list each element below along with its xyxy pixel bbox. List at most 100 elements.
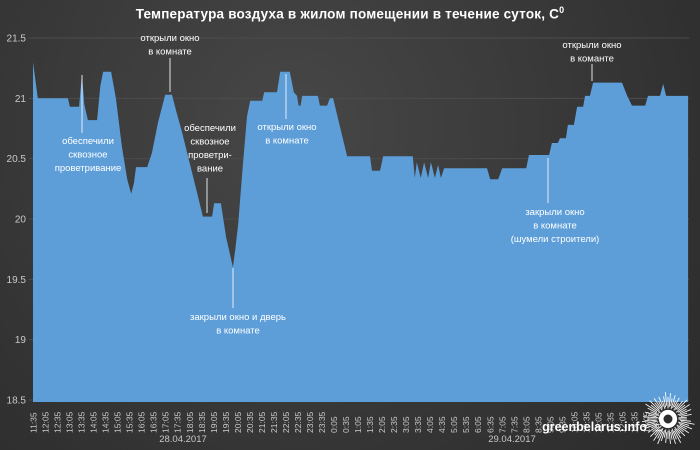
x-tick-label: 5:05 [449, 416, 459, 433]
x-tick-label: 13:35 [77, 411, 87, 433]
x-tick-label: 22:35 [293, 411, 303, 433]
x-tick-label: 17:05 [161, 411, 171, 433]
x-tick-label: 15:35 [125, 411, 135, 433]
x-tick-label: 22:05 [281, 411, 291, 433]
sunburst-icon [642, 392, 695, 445]
sunburst-spoke [674, 426, 681, 434]
x-tick-label: 7:05 [497, 416, 507, 433]
x-tick-label: 12:35 [630, 411, 640, 433]
x-tick-label: 10:05 [569, 411, 579, 433]
x-tick-label: 14:05 [89, 411, 99, 433]
annotation-text: сквозное [68, 150, 107, 161]
sunburst-spoke [678, 423, 693, 430]
sunburst-spoke [650, 411, 659, 416]
sunburst-spoke [644, 411, 656, 416]
sunburst-spoke [650, 426, 661, 437]
sunburst-spoke [673, 430, 682, 444]
annotation-text: закрыли окно [525, 207, 584, 218]
annotation-text: в комнате [216, 326, 260, 337]
sunburst-spoke [649, 400, 660, 411]
y-axis-labels: 21.5 21 20.5 20 19.5 19 18.5 [7, 34, 27, 407]
x-tick-label: 12:05 [41, 411, 51, 433]
annotation-text: (шумели строители) [511, 234, 600, 245]
sunburst-spoke [665, 432, 668, 443]
x-tick-label: 21:35 [269, 411, 279, 433]
sunburst-spoke [657, 428, 664, 439]
x-tick-label: 20:05 [233, 411, 243, 433]
sunburst-spoke [654, 402, 660, 410]
x-tick-label: 14:35 [101, 411, 111, 433]
annotation-text: проветри- [188, 150, 232, 161]
annotation-text: открыли окно [562, 40, 621, 51]
sunburst-spoke [677, 428, 686, 437]
temperature-area-series [33, 62, 689, 402]
date-label: 29.04.2017 [488, 434, 536, 445]
sunburst-spoke [663, 429, 667, 438]
annotation-text: открыли окно [140, 33, 199, 44]
x-tick-label: 8:05 [521, 416, 531, 433]
x-tick-label: 9:05 [545, 416, 555, 433]
sunburst-spoke [657, 431, 664, 445]
sunburst-spoke [647, 407, 658, 414]
sunburst-spoke [675, 404, 686, 413]
annotation-text: в комнате [265, 136, 309, 147]
sunburst-spoke [670, 394, 676, 410]
annotation-text: вание [197, 164, 223, 175]
x-tick-label: 13:05 [642, 411, 652, 433]
x-tick-label: 10:35 [581, 411, 591, 433]
x-tick-label: 21:05 [257, 411, 267, 433]
x-tick-label: 11:35 [29, 412, 39, 433]
y-tick-label: 18.5 [7, 396, 27, 407]
sunburst-spoke [653, 397, 663, 411]
x-tick-label: 1:35 [365, 416, 375, 433]
x-tick-label: 3:05 [401, 416, 411, 433]
sunburst-spoke [679, 419, 691, 422]
sunburst-spoke [651, 423, 659, 429]
sunburst-spoke [670, 398, 673, 407]
sunburst-spoke [674, 428, 682, 439]
x-tick-label: 23:35 [317, 411, 327, 433]
x-tick-label: 1:05 [353, 416, 363, 433]
x-tick-label: 23:05 [305, 411, 315, 433]
x-axis-date-labels: 28.04.2017 29.04.2017 [159, 434, 536, 445]
x-tick-label: 18:35 [197, 411, 207, 433]
sunburst-spoke [658, 396, 664, 407]
x-tick-label: 8:35 [533, 416, 543, 433]
x-tick-label: 12:35 [53, 411, 63, 433]
annotation-text: открыли окно [257, 122, 316, 133]
chart-title-text: Температура воздуха в жилом помещении в … [135, 6, 560, 22]
y-tick-label: 20 [15, 215, 27, 226]
sunburst-spoke [679, 412, 688, 416]
sunburst-spoke [679, 424, 687, 430]
annotation-text: закрыли окно и дверь [190, 312, 286, 323]
x-tick-label: 17:35 [173, 411, 183, 433]
sunburst-spoke [662, 400, 666, 410]
sunburst-spoke [653, 428, 662, 441]
x-tick-label: 4:05 [425, 416, 435, 433]
x-tick-label: 6:05 [473, 416, 483, 433]
y-tick-label: 20.5 [7, 154, 27, 165]
sunburst-spoke [664, 392, 668, 406]
sunburst-spoke [646, 423, 658, 429]
x-tick-label: 2:05 [377, 416, 387, 433]
sunburst-spoke [671, 428, 677, 440]
date-label: 28.04.2017 [159, 434, 207, 445]
chart-title-superscript: 0 [559, 5, 565, 15]
annotation-text: обеспечили [184, 123, 236, 134]
sunburst-spoke [647, 426, 658, 433]
sunburst-spoke [677, 409, 692, 416]
x-tick-label: 0:35 [341, 416, 351, 433]
sunburst-spoke [679, 408, 687, 414]
sunburst-spoke [680, 413, 692, 417]
sunburst-spoke [677, 399, 688, 410]
sunburst-spoke [643, 416, 658, 419]
x-tick-label: 13:05 [65, 411, 75, 433]
watermark-text: greenbelarus.info [542, 420, 647, 434]
x-tick-label: 20:35 [245, 411, 255, 433]
sunburst-spoke [676, 426, 684, 433]
sunburst-spoke [670, 431, 673, 440]
x-tick-label: 6:35 [485, 416, 495, 433]
sunburst-spoke [642, 422, 656, 428]
